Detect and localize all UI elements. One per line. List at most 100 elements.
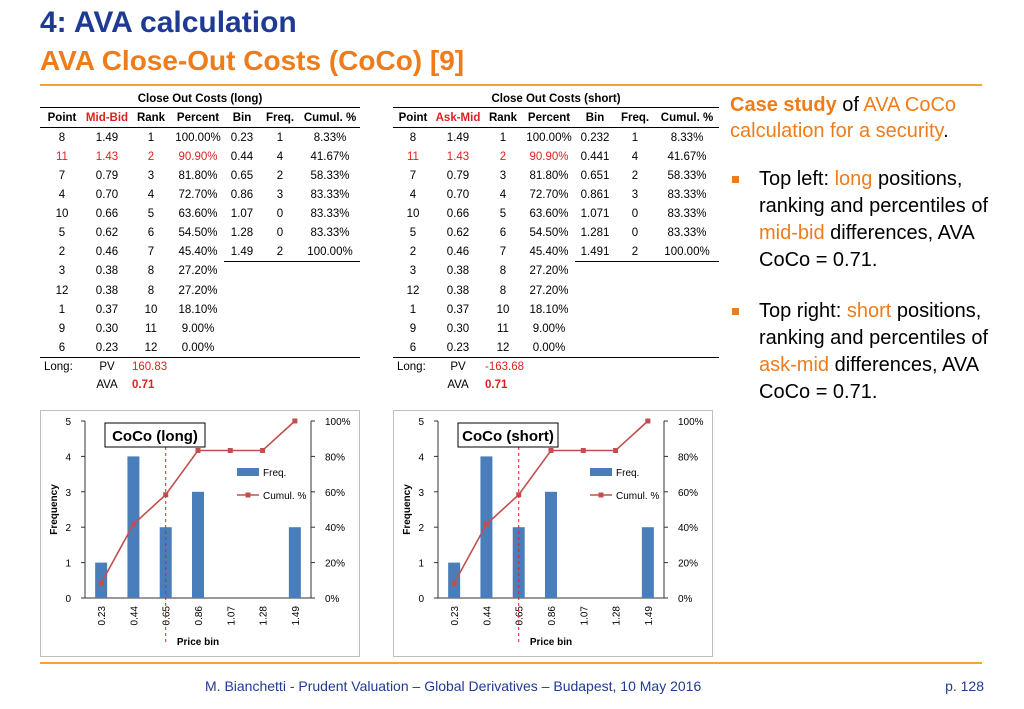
table-cell [615,262,655,282]
bar [480,456,493,598]
ava-label: AVA [447,379,469,391]
table-cell: 72.70% [178,188,218,201]
y-tick-label: 4 [65,452,71,463]
bar [192,491,204,598]
table-cell: 0.70 [446,188,470,201]
table-cell [300,338,360,358]
footer-text: M. Bianchetti - Prudent Valuation – Glob… [205,678,702,694]
table-row: 2 0.46 7 45.40% 1.49 2 100.00% [40,242,361,262]
table-cell: 0.66 [95,207,119,220]
table-cell: 27.20% [529,265,569,278]
table-cell: 8 [147,265,155,278]
column-header: Mid-Bid [84,107,130,128]
legend-label: Freq. [263,468,286,479]
table-cell: 0.70 [95,188,119,201]
intro-bold: Case study [730,94,837,116]
x-tick-label: 0.65 [515,606,526,626]
table-cell [224,281,260,300]
empty-cell [655,376,719,394]
table-cell: 1.43 [95,150,119,163]
table-cell: 1.49 [224,242,260,262]
legend-line-marker [598,492,604,498]
table-cell: 0.30 [95,322,119,335]
table-cell: 10 [406,207,420,220]
table-cell: 1.43 [446,150,470,163]
cumul-point [483,521,489,527]
table-cell: 3 [499,169,507,182]
table-row: 11 1.43 2 90.90% 0.441 4 41.67% [393,147,719,166]
table-cell: 7 [58,169,66,182]
table-cell: 83.33% [667,188,707,201]
table-cell: 100.00% [300,242,361,262]
cumul-point [227,448,233,454]
bullet-long: Top left: long positions, ranking and pe… [730,166,990,274]
y-axis-label: Frequency [402,484,413,535]
cumul-point [613,448,619,454]
table-cell: 18.10% [529,303,569,316]
table-cell: 5 [58,226,66,239]
table-cell: 5 [409,226,417,239]
summary-row-pv: Long: PV 160.83 [40,357,361,376]
table-row: 8 1.49 1 100.00% 0.23 1 8.33% [40,128,360,148]
cumul-point [292,418,298,424]
table-cell: 0 [276,207,284,220]
bar [641,527,654,598]
y2-tick-label: 20% [678,559,698,570]
table-cell [224,338,260,358]
table-cell: 27.20% [178,284,218,297]
table-row: 3 0.38 8 27.20% [40,262,360,282]
bar [288,527,301,598]
table-cell: 3 [58,265,66,278]
chart-title: CoCo (long) [112,428,198,445]
table-cell: 0 [631,226,639,239]
table-cell: 0.232 [580,131,610,144]
table-cell [615,319,655,338]
table-cell: 1 [276,131,284,144]
x-tick-label: 0.86 [194,606,205,626]
table-cell: 1.071 [580,207,610,220]
column-header: Rank [483,107,523,128]
table-cell: 54.50% [178,226,218,239]
table-cell: 2 [260,242,300,262]
table-cell [575,319,615,338]
table-cell: 8 [499,284,507,297]
column-header: Point [393,107,433,128]
x-tick-label: 0.44 [129,606,140,626]
table-cell: 58.33% [667,169,707,182]
y2-tick-label: 80% [325,452,345,463]
bullet-hl: ask-mid [759,354,830,376]
table-row: 6 0.23 12 0.00% [40,338,360,358]
y-tick-label: 1 [65,559,71,570]
table-cell: 90.90% [178,150,218,163]
table-cell: 2 [499,150,507,163]
table-cell: 0.23 [446,341,470,354]
table-cell: 83.33% [667,207,707,220]
table-cell [615,338,655,358]
legend-label: Cumul. % [263,491,306,502]
table-cell: 1 [499,131,507,144]
table-cell: 0.46 [446,245,470,258]
table-cell: 8.33% [313,131,347,144]
legend-bar-swatch [237,468,259,476]
table-cell: 0.37 [95,303,119,316]
table-cell [655,338,719,358]
table-cell: 1.49 [446,131,470,144]
cumul-point [451,580,457,586]
table-row: 7 0.79 3 81.80% 0.65 2 58.33% [40,166,360,185]
table-cell: 0.66 [446,207,470,220]
x-tick-label: 1.28 [259,606,270,626]
table-cell: 0.38 [95,284,119,297]
table-cell: 58.33% [310,169,350,182]
table-row: 9 0.30 11 9.00% [40,319,360,338]
table-row: 1 0.37 10 18.10% [393,300,719,319]
bar [95,562,108,598]
column-header: Freq. [260,107,300,128]
bar [448,562,461,598]
x-tick-label: 1.49 [644,606,655,626]
table-cell: 2 [147,150,155,163]
table-cell: 45.40% [178,245,218,258]
empty-cell [655,357,719,376]
cumul-point [130,521,136,527]
y-tick-label: 0 [65,594,71,605]
y2-tick-label: 80% [678,452,698,463]
